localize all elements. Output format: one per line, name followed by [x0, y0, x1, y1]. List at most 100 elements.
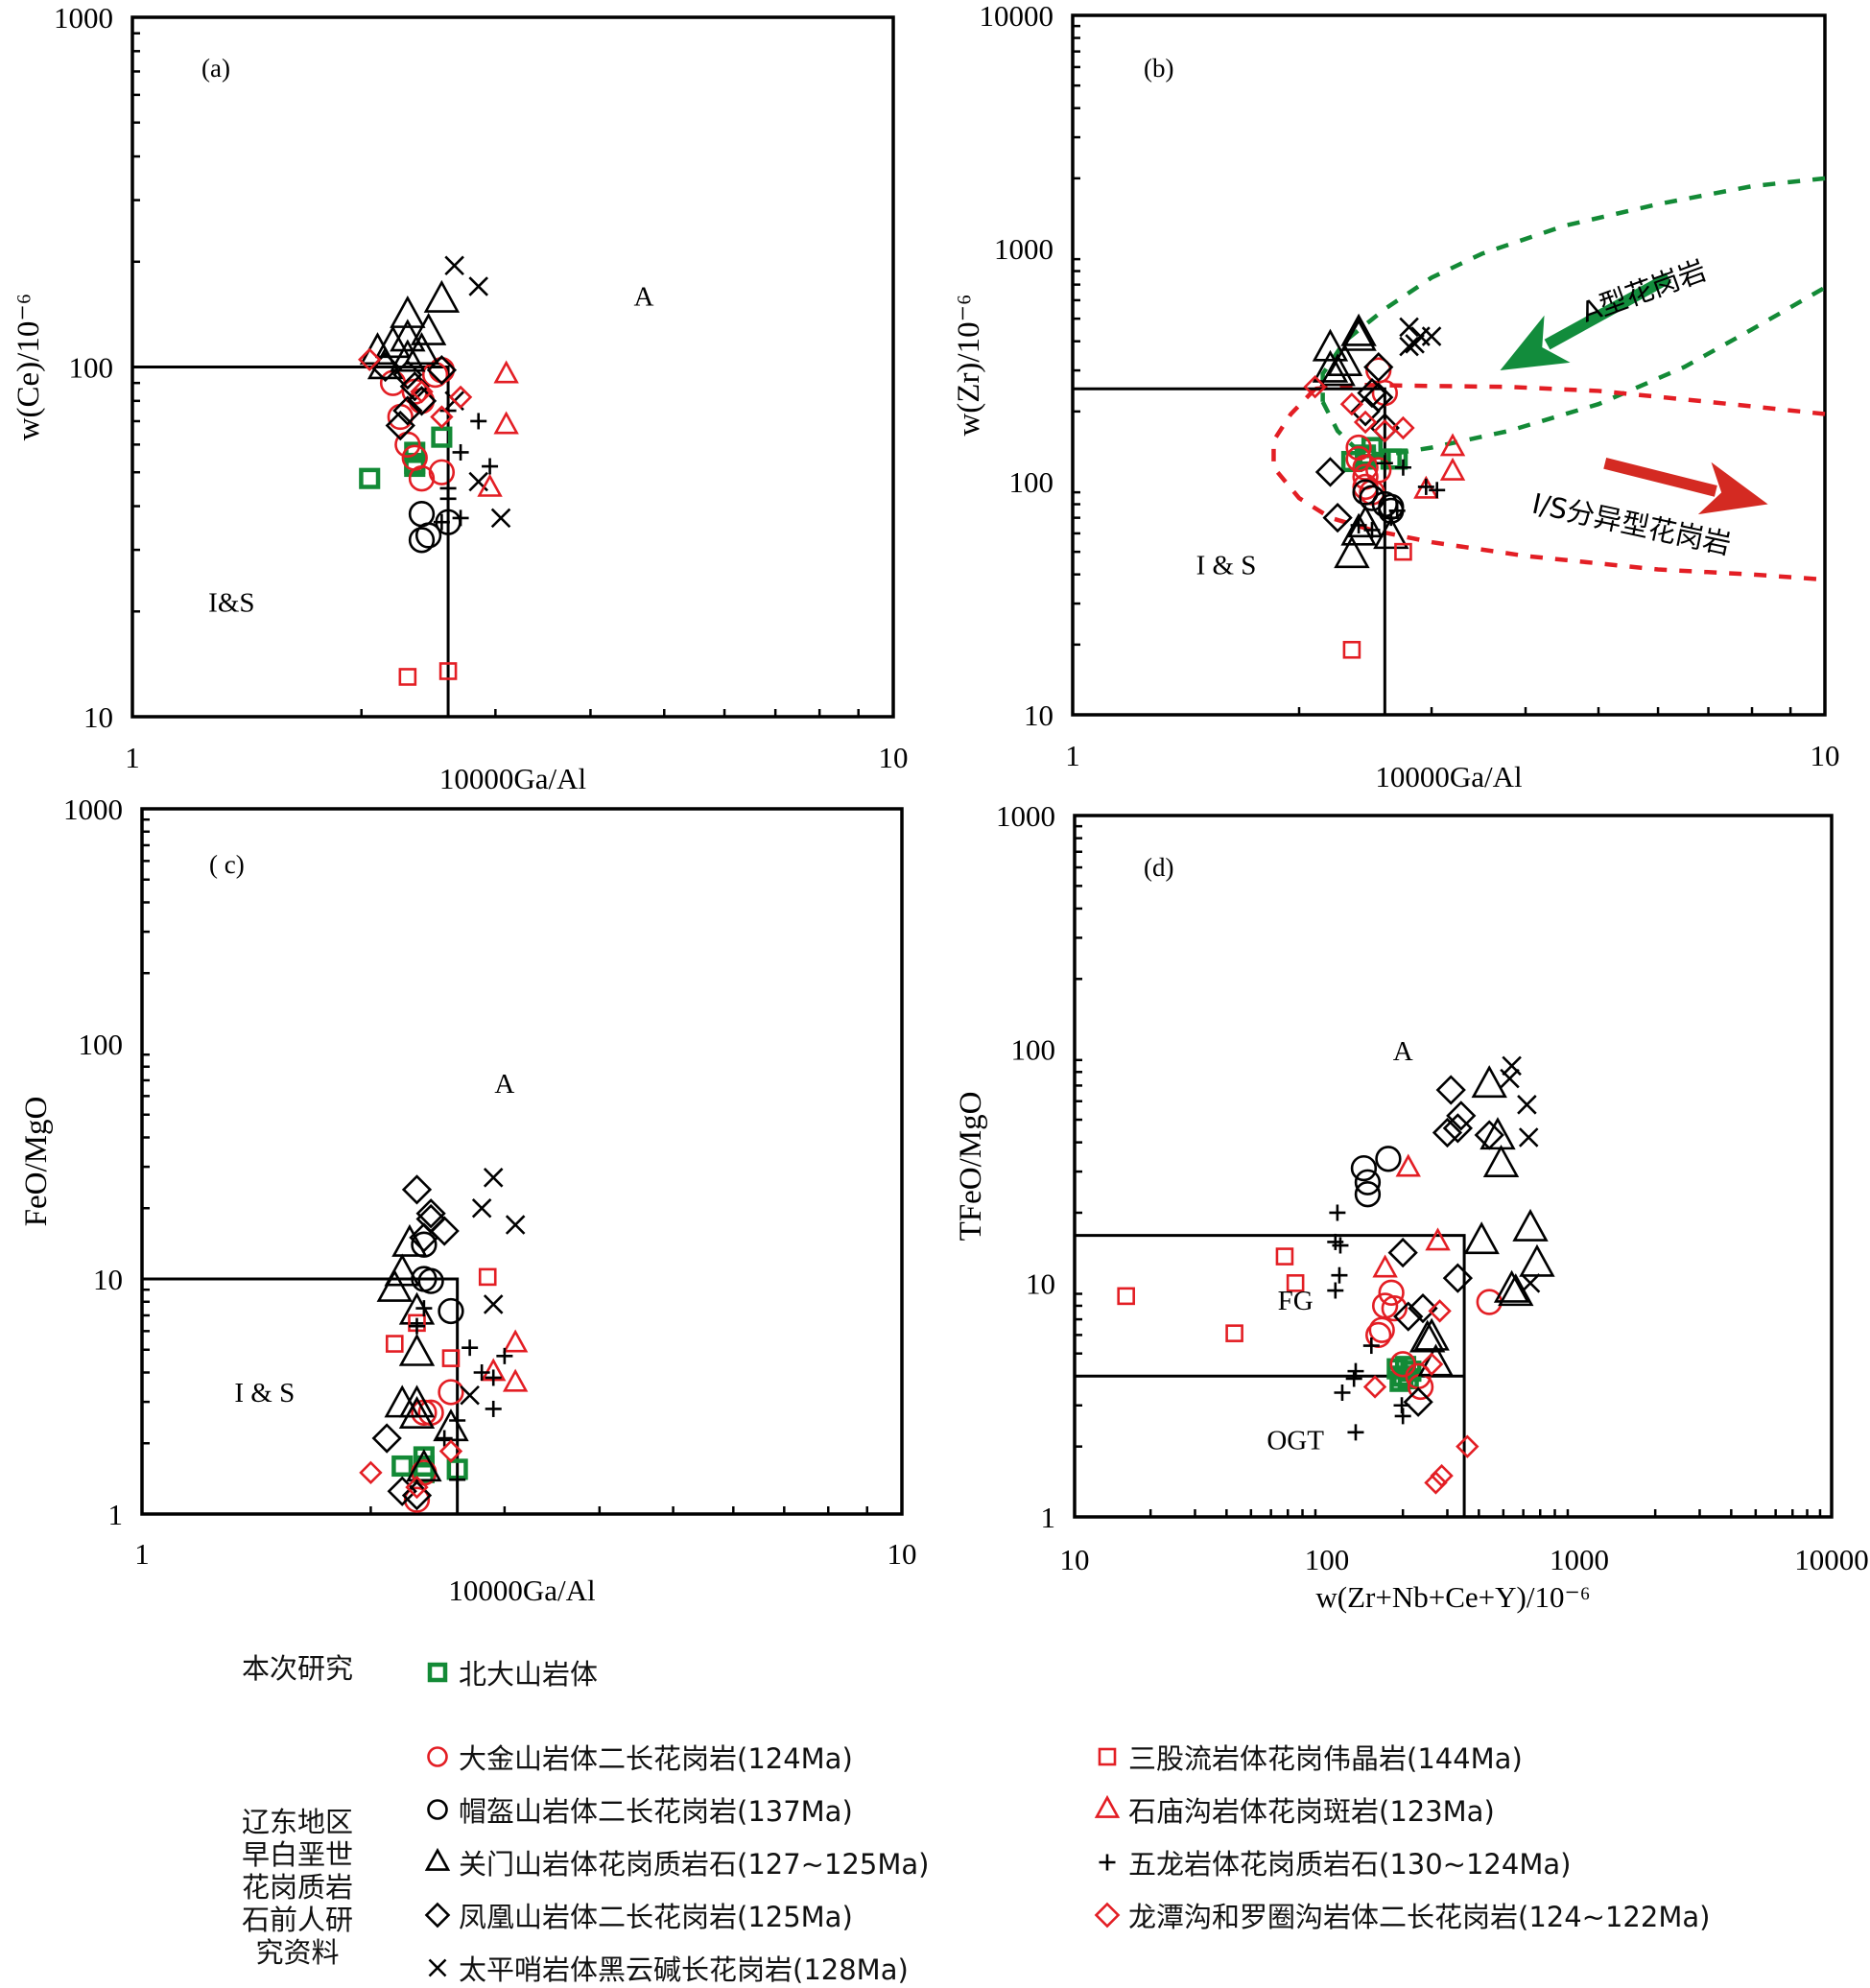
data-point	[439, 490, 457, 508]
data-point	[462, 1339, 479, 1357]
legend-previous-line: 花岗质岩	[241, 1871, 353, 1904]
legend-label: 北大山岩体	[459, 1658, 599, 1691]
data-point	[406, 386, 438, 416]
data-point	[405, 1475, 429, 1500]
legend-label: 关门山岩体花岗质岩石(127~125Ma)	[459, 1848, 930, 1881]
data-point	[1435, 1075, 1466, 1105]
data-point	[1502, 1055, 1522, 1077]
legend-marker	[1094, 1794, 1121, 1818]
data-point	[358, 347, 382, 371]
data-point	[1342, 640, 1361, 659]
data-point	[1405, 334, 1425, 354]
x-tick-label: 10	[879, 741, 909, 774]
data-point	[415, 1198, 446, 1229]
legend-marker-diamond-icon	[424, 1902, 451, 1929]
y-tick-label: 10000	[980, 0, 1054, 33]
x-tick-label: 10	[1060, 1543, 1090, 1576]
data-point	[477, 473, 503, 497]
legend-marker-square-icon	[427, 1662, 448, 1683]
a-type-field-upper	[1320, 176, 1826, 402]
series-taipingshao	[1399, 317, 1442, 357]
data-point	[1362, 1375, 1387, 1399]
data-point	[1479, 1117, 1516, 1150]
data-point	[406, 1449, 442, 1482]
data-point	[408, 501, 436, 528]
data-point	[448, 385, 473, 410]
data-point	[398, 668, 417, 686]
data-point	[1471, 1065, 1507, 1099]
data-point	[485, 1369, 502, 1386]
data-point	[505, 1215, 526, 1235]
data-point	[408, 527, 436, 554]
series-wulong	[1350, 455, 1446, 538]
series-beidashan	[359, 426, 453, 489]
legend-previous-line: 早白垩世	[241, 1838, 353, 1871]
data-point	[1381, 1294, 1408, 1322]
data-point	[1482, 1144, 1520, 1177]
data-point	[483, 1168, 504, 1188]
data-point	[1345, 434, 1372, 462]
y-tick-label: 100	[1011, 1033, 1056, 1067]
region-label: A	[1393, 1036, 1413, 1067]
data-point	[1322, 503, 1353, 533]
region-label: I & S	[234, 1378, 295, 1408]
data-point	[431, 426, 453, 448]
x-tick-label: 1	[1065, 739, 1080, 772]
data-point	[444, 255, 464, 276]
legend-item: 凤凰山岩体二长花岗岩(125Ma)	[422, 1895, 853, 1935]
legend-item: 太平哨岩体黑云碱长花岗岩(128Ma)	[422, 1948, 909, 1988]
data-point	[401, 1479, 433, 1511]
data-point	[1332, 1237, 1349, 1254]
legend-label: 石庙沟岩体花岗斑岩(123Ma)	[1128, 1795, 1495, 1828]
legend-label: 龙潭沟和罗圈沟岩体二长花岗岩(124~122Ma)	[1128, 1901, 1711, 1933]
legend-previous-line: 辽东地区	[241, 1806, 353, 1838]
legend-marker	[1099, 1854, 1116, 1871]
data-point	[1345, 445, 1372, 473]
data-point	[1331, 1266, 1348, 1284]
a-type-trend-arrow	[1500, 272, 1672, 371]
series-longtangou	[1362, 1299, 1479, 1495]
data-point	[1417, 478, 1434, 495]
data-point	[1378, 1279, 1405, 1306]
legend-item: 帽盔山岩体二长花岗岩(137Ma)	[422, 1789, 853, 1830]
series-guanmenshan	[359, 279, 461, 380]
y-tick-label: 1	[1041, 1501, 1056, 1534]
data-point	[1519, 1243, 1555, 1277]
data-point	[1429, 482, 1446, 499]
data-point	[359, 467, 381, 489]
data-point	[452, 509, 469, 527]
data-point	[1354, 1169, 1382, 1195]
data-point	[392, 359, 423, 390]
data-point	[429, 1216, 460, 1246]
data-point	[490, 508, 511, 529]
y-tick-label: 1000	[63, 793, 123, 826]
panel-c: 1 10 100 1000 1 10 10000Ga/Al FeO/MgO ( c) A I & S	[19, 793, 917, 1607]
data-point	[496, 1347, 513, 1364]
data-point	[1474, 1120, 1504, 1150]
data-point	[433, 513, 450, 531]
data-point	[1419, 1352, 1444, 1377]
data-point	[409, 1222, 439, 1253]
data-point	[1334, 1384, 1351, 1401]
legend-label: 大金山岩体二长花岗岩(124Ma)	[459, 1742, 853, 1775]
discrimination-boundary	[142, 1277, 460, 1514]
data-point	[1446, 1100, 1477, 1131]
series-sanguliu	[1117, 1247, 1305, 1342]
data-point	[1493, 1269, 1530, 1303]
data-point	[1339, 392, 1364, 416]
x-axis-label: 10000Ga/Al	[439, 762, 586, 795]
y-tick-label: 100	[1009, 465, 1054, 499]
data-point	[1327, 1282, 1344, 1299]
legend-marker-triangle-icon	[424, 1847, 451, 1871]
data-point	[391, 1223, 428, 1257]
data-point	[1372, 1254, 1398, 1278]
data-point	[441, 1349, 461, 1367]
data-point	[1403, 1386, 1433, 1417]
data-point	[408, 1317, 425, 1335]
data-point	[438, 1297, 464, 1325]
data-point	[1520, 1273, 1541, 1293]
legend-previous-line: 究资料	[255, 1936, 340, 1969]
legend-marker	[427, 1662, 448, 1683]
data-point	[470, 413, 487, 430]
